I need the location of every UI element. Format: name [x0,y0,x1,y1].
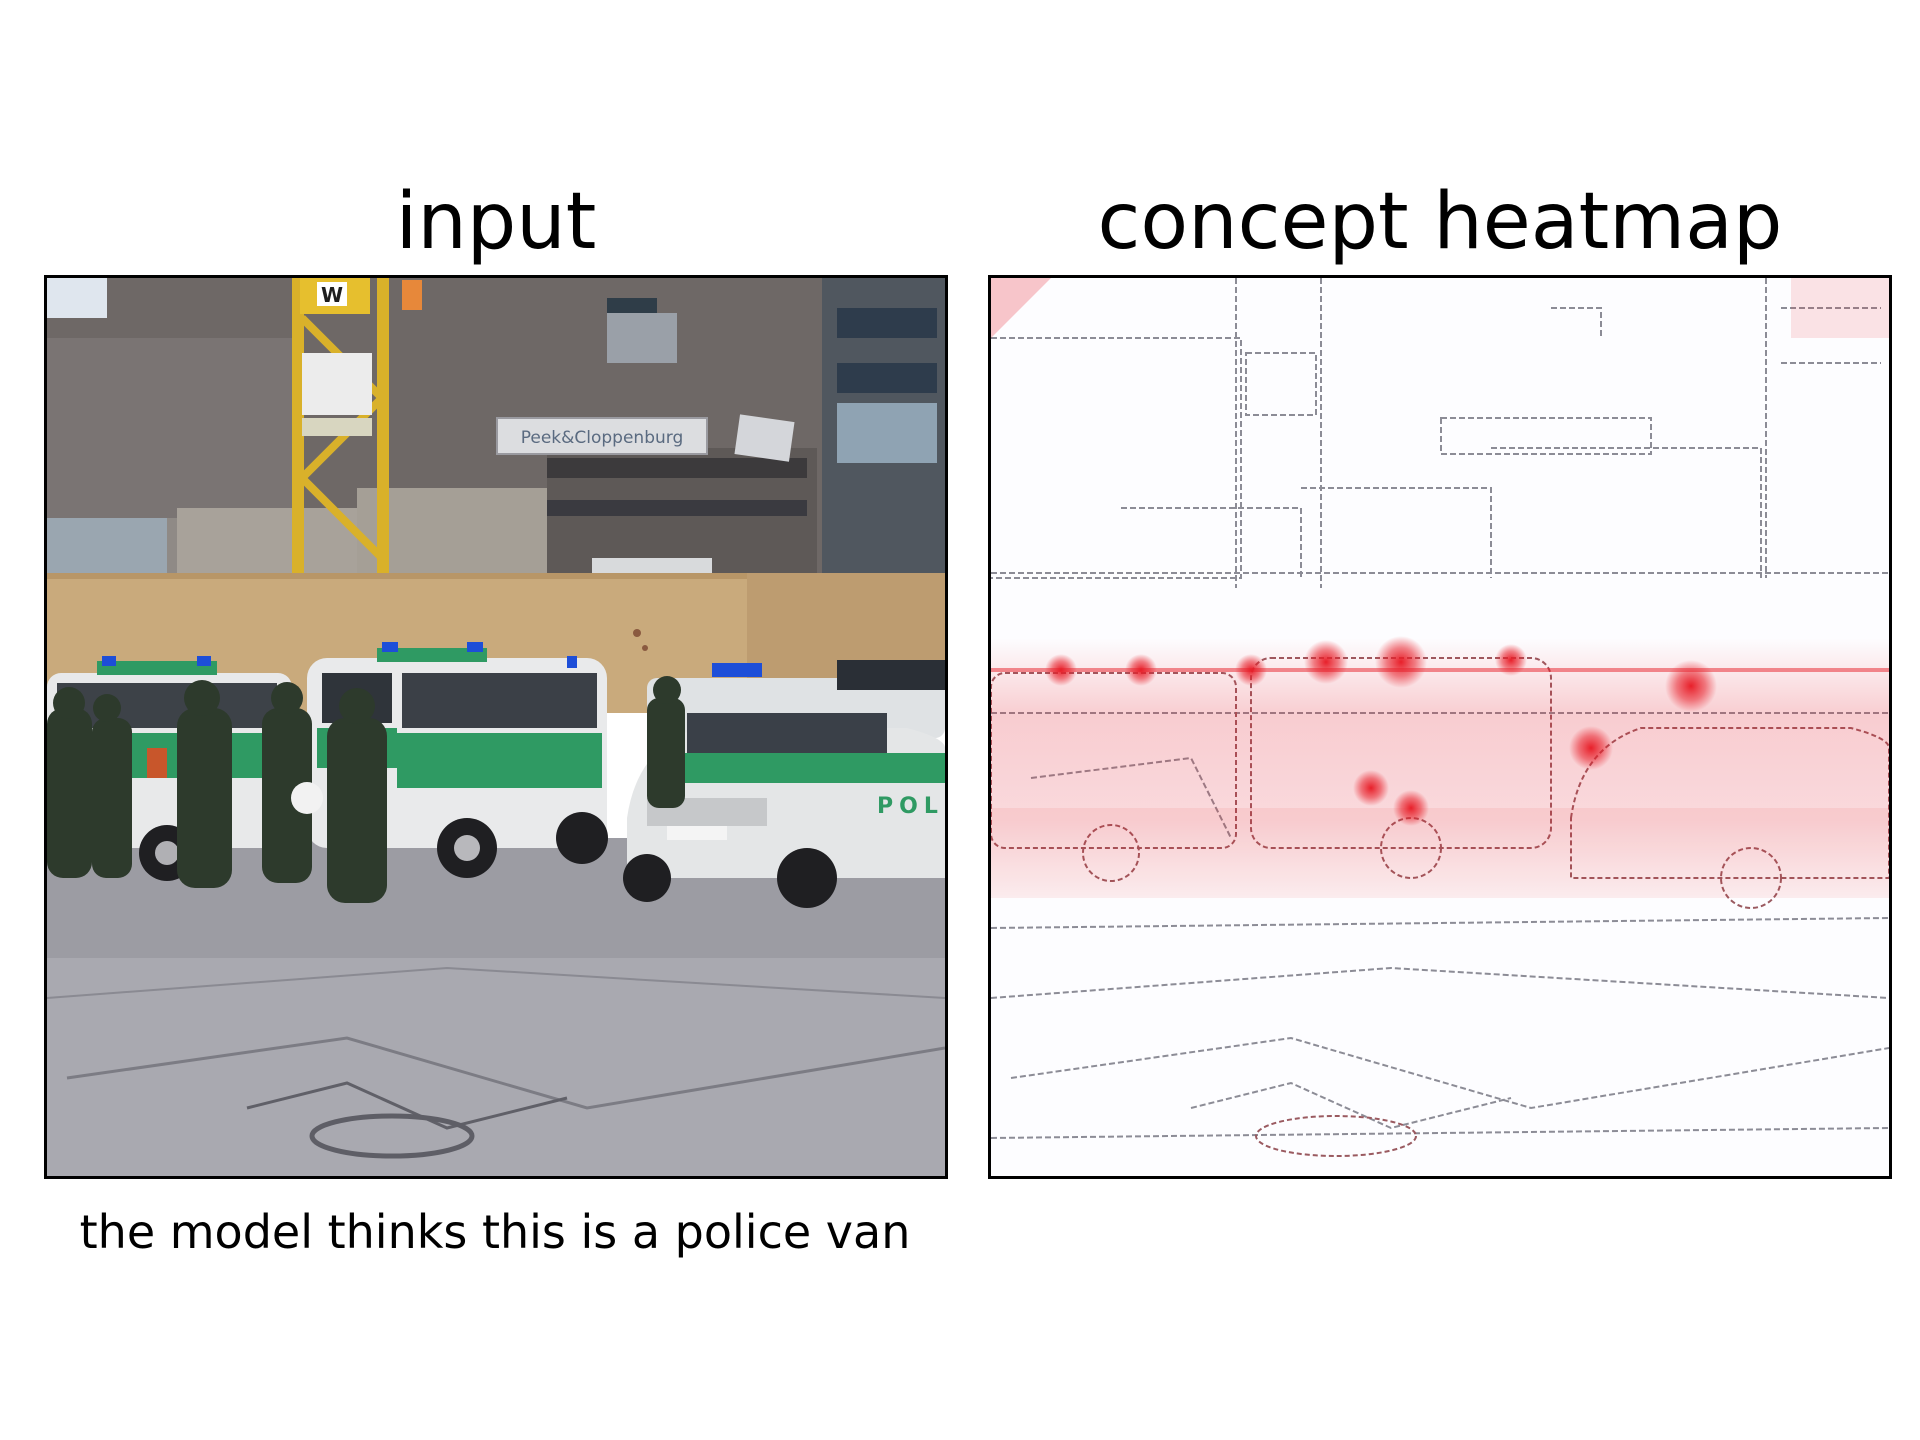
crane-sign-text: W [321,283,343,307]
crane-mast [292,278,304,588]
input-panel-title: input [395,177,597,267]
corner-heat [991,278,1051,338]
concept-heatmap [991,278,1889,1157]
input-photo: Peek&Cloppenburg W [47,278,945,1176]
concrete-block [177,508,357,578]
crane-notice [302,353,372,415]
heatmap-panel-title: concept heatmap [1097,177,1783,267]
heat-hotspots [1045,636,1717,826]
store-sign-text: Peek&Cloppenburg [521,428,684,448]
heatmap-panel [988,275,1892,1179]
car-door-text: POL [877,794,944,819]
input-image-panel: Peek&Cloppenburg W [44,275,948,1179]
manhole-cover [309,1113,475,1159]
police-officers [47,676,685,903]
prediction-caption: the model thinks this is a police van [79,1205,911,1259]
store-sign [496,417,708,455]
